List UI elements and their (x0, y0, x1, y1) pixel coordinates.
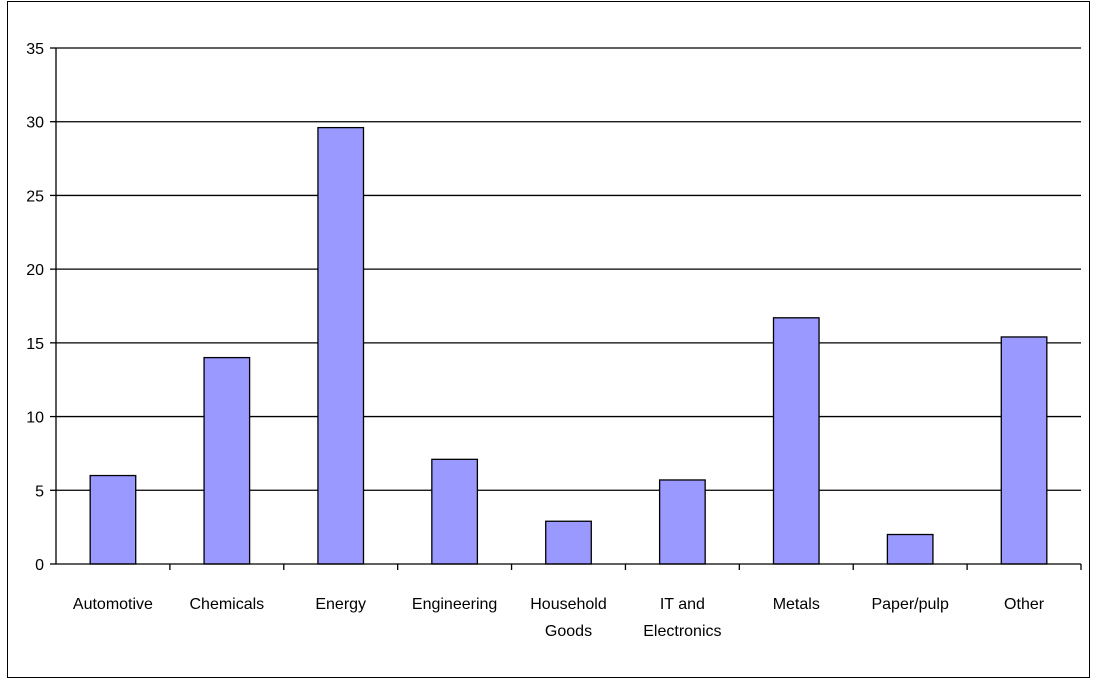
y-tick-label: 0 (35, 557, 44, 574)
x-tick-labels: Automotive Chemicals Energy Engineering Hous… (73, 596, 1045, 640)
y-tick-labels: 0 5 10 15 20 25 30 35 (26, 41, 44, 574)
bar (658, 479, 706, 565)
x-tick-label: Goods (545, 623, 592, 640)
axes (50, 47, 1082, 570)
y-tick-label: 10 (26, 410, 44, 427)
bars (89, 126, 1048, 565)
bar (545, 520, 592, 565)
y-tick-label: 20 (26, 262, 44, 279)
x-tick-label: Paper/pulp (871, 596, 948, 613)
y-tick-label: 25 (26, 188, 44, 205)
x-tick-label: Automotive (73, 596, 153, 613)
y-tick-label: 15 (26, 336, 44, 353)
chart-frame: 0 5 10 15 20 25 30 35 Automotive Chemicals Energy… (7, 1, 1090, 678)
bar (772, 317, 820, 565)
x-tick-label: IT and (660, 596, 705, 613)
x-tick-label: Engineering (412, 596, 497, 613)
bar (89, 474, 137, 565)
bar (1000, 336, 1048, 565)
y-tick-label: 5 (35, 483, 44, 500)
x-tick-label: Electronics (643, 623, 721, 640)
bar (886, 533, 934, 565)
x-tick-label: Metals (773, 596, 820, 613)
bar (431, 458, 479, 565)
x-tick-label: Household (530, 596, 607, 613)
bar (317, 126, 365, 565)
x-tick-label: Energy (315, 596, 366, 613)
x-tick-label: Chemicals (189, 596, 264, 613)
y-tick-label: 35 (26, 41, 44, 58)
bar (203, 356, 251, 565)
x-tick-label: Other (1004, 596, 1045, 613)
y-tick-label: 30 (26, 115, 44, 132)
bar-chart: 0 5 10 15 20 25 30 35 Automotive Chemicals Energy… (26, 41, 1082, 640)
